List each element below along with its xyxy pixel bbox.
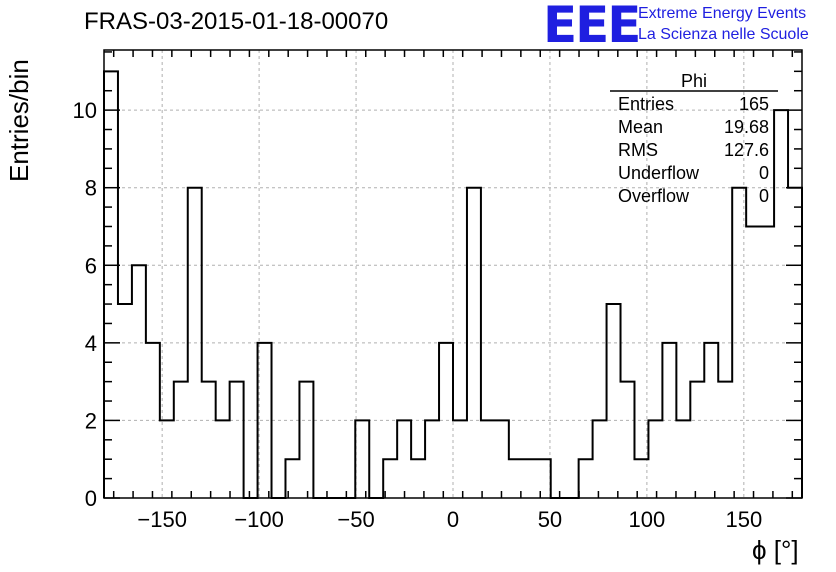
stats-label: Entries (618, 94, 674, 114)
y-tick-label: 0 (85, 486, 97, 511)
stats-label: Underflow (618, 163, 700, 183)
tick-labels: −150 −100 −50 0 50 100 150 0 2 4 6 8 10 (73, 98, 763, 532)
y-tick-label: 6 (85, 253, 97, 278)
y-tick-label: 8 (85, 176, 97, 201)
stats-title: Phi (681, 71, 707, 91)
logo-caption: Extreme Energy Events La Scienza nelle S… (638, 3, 809, 45)
x-tick-label: 0 (447, 507, 459, 532)
eee-logo: EEE (543, 0, 641, 54)
stats-value: 19.68 (724, 117, 769, 137)
stats-label: RMS (618, 140, 658, 160)
x-axis-label: ϕ [°] (752, 535, 799, 565)
grid-lines (104, 50, 802, 498)
x-tick-label: 100 (629, 507, 666, 532)
histogram-outline (103, 70, 803, 499)
plot-frame (103, 49, 803, 499)
logo-caption-line1: Extreme Energy Events (638, 5, 807, 22)
y-tick-label: 10 (73, 98, 97, 123)
stats-value: 0 (759, 186, 769, 206)
x-tick-label: −50 (337, 507, 374, 532)
stats-label: Overflow (618, 186, 690, 206)
axis-ticks (104, 50, 802, 499)
y-tick-label: 2 (85, 408, 97, 433)
x-tick-label: 50 (538, 507, 562, 532)
stats-box: Phi Entries 165 Mean 19.68 RMS 127.6 Underflow 0… (610, 71, 778, 206)
stats-label: Mean (618, 117, 663, 137)
stats-value: 127.6 (724, 140, 769, 160)
x-tick-label: 150 (725, 507, 762, 532)
y-axis-label: Entries/bin (4, 59, 34, 182)
x-tick-label: −150 (137, 507, 187, 532)
stats-value: 0 (759, 163, 769, 183)
histogram-series (103, 70, 803, 499)
logo-caption-line2: La Scienza nelle Scuole (638, 26, 809, 43)
y-tick-label: 4 (85, 331, 97, 356)
x-tick-label: −100 (234, 507, 284, 532)
chart-title: FRAS-03-2015-01-18-00070 (84, 8, 389, 35)
stats-value: 165 (739, 94, 769, 114)
